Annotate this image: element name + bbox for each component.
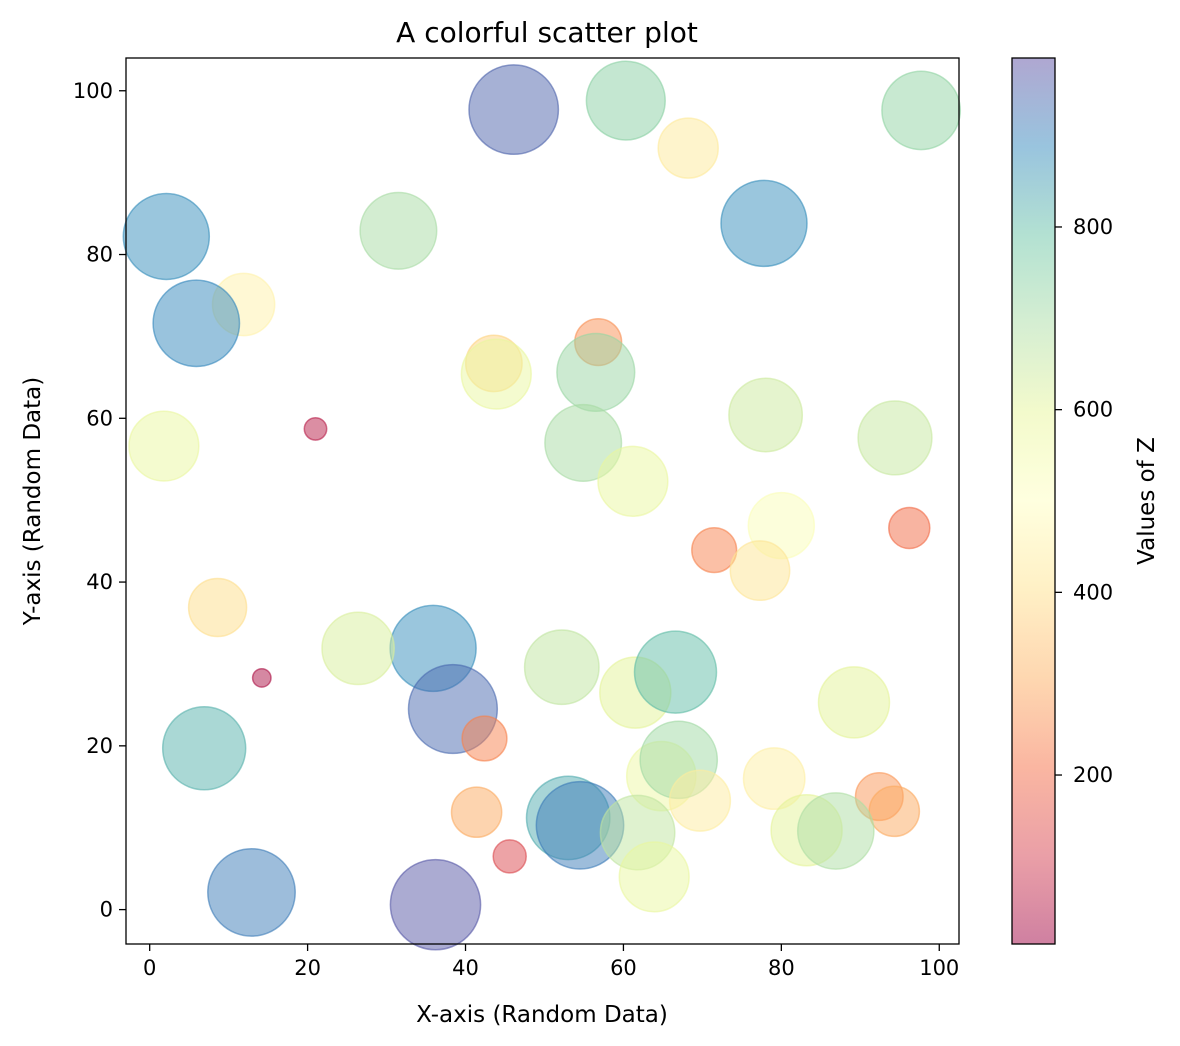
scatter-point bbox=[881, 70, 962, 151]
scatter-point bbox=[321, 611, 395, 686]
y-axis-ticks: 0 20 40 60 80 100 bbox=[73, 79, 126, 922]
colorbar-tick-label: 800 bbox=[1073, 215, 1113, 239]
y-tick-label: 20 bbox=[86, 734, 113, 758]
scatter-point bbox=[461, 715, 508, 762]
scatter-point bbox=[888, 506, 931, 550]
chart-title: A colorful scatter plot bbox=[396, 16, 698, 49]
scatter-point bbox=[251, 667, 272, 688]
scatter-point bbox=[389, 858, 482, 951]
scatter-point bbox=[857, 400, 933, 476]
x-tick-label: 0 bbox=[143, 956, 156, 980]
scatter-point bbox=[460, 338, 532, 410]
scatter-point bbox=[729, 540, 791, 602]
scatter-point bbox=[128, 410, 200, 482]
scatter-point bbox=[691, 526, 738, 574]
scatter-point bbox=[728, 377, 804, 453]
x-axis-label: X-axis (Random Data) bbox=[416, 1002, 668, 1028]
scatter-point bbox=[668, 769, 732, 832]
scatter-point bbox=[187, 577, 248, 638]
x-tick-label: 100 bbox=[919, 956, 959, 980]
colorbar-tick-label: 600 bbox=[1073, 398, 1113, 422]
x-axis-ticks: 0 20 40 60 80 100 bbox=[143, 944, 959, 980]
scatter-point bbox=[817, 666, 891, 739]
x-tick-label: 80 bbox=[768, 956, 795, 980]
x-tick-label: 60 bbox=[610, 956, 637, 980]
scatter-point bbox=[597, 445, 669, 517]
plot-frame bbox=[125, 57, 960, 945]
scatter-point bbox=[492, 839, 527, 874]
y-axis-label: Y-axis (Random Data) bbox=[20, 377, 46, 626]
y-tick-label: 100 bbox=[73, 79, 113, 103]
scatter-point bbox=[544, 403, 623, 482]
scatter-point bbox=[742, 747, 806, 811]
scatter-point bbox=[122, 192, 211, 281]
x-tick-label: 20 bbox=[294, 956, 321, 980]
scatter-point bbox=[450, 786, 503, 839]
colorbar-tick-label: 200 bbox=[1073, 763, 1113, 787]
scatter-point bbox=[868, 785, 921, 838]
scatter-point bbox=[468, 64, 560, 156]
scatter-point bbox=[523, 629, 600, 706]
scatter-point bbox=[303, 416, 328, 441]
colorbar-ticks: 200 400 600 800 bbox=[1055, 215, 1113, 787]
scatter-point bbox=[796, 792, 875, 870]
y-tick-label: 0 bbox=[100, 898, 113, 922]
y-tick-label: 40 bbox=[86, 570, 113, 594]
x-tick-label: 40 bbox=[452, 956, 479, 980]
scatter-point bbox=[633, 630, 718, 714]
points-layer bbox=[122, 60, 962, 951]
scatter-point bbox=[556, 332, 636, 413]
y-tick-label: 80 bbox=[86, 243, 113, 267]
y-tick-label: 60 bbox=[86, 406, 113, 430]
scatter-point bbox=[720, 179, 808, 268]
colorbar-tick-label: 400 bbox=[1073, 580, 1113, 604]
colorbar-label: Values of Z bbox=[1134, 437, 1160, 565]
scatter-point bbox=[207, 847, 296, 937]
scatter-point bbox=[359, 191, 438, 270]
colorbar bbox=[1011, 57, 1056, 945]
scatter-point bbox=[161, 706, 247, 791]
scatter-point bbox=[152, 279, 241, 368]
scatter-point bbox=[657, 117, 719, 179]
scatter-point bbox=[585, 60, 666, 141]
scatter-point bbox=[618, 841, 690, 913]
